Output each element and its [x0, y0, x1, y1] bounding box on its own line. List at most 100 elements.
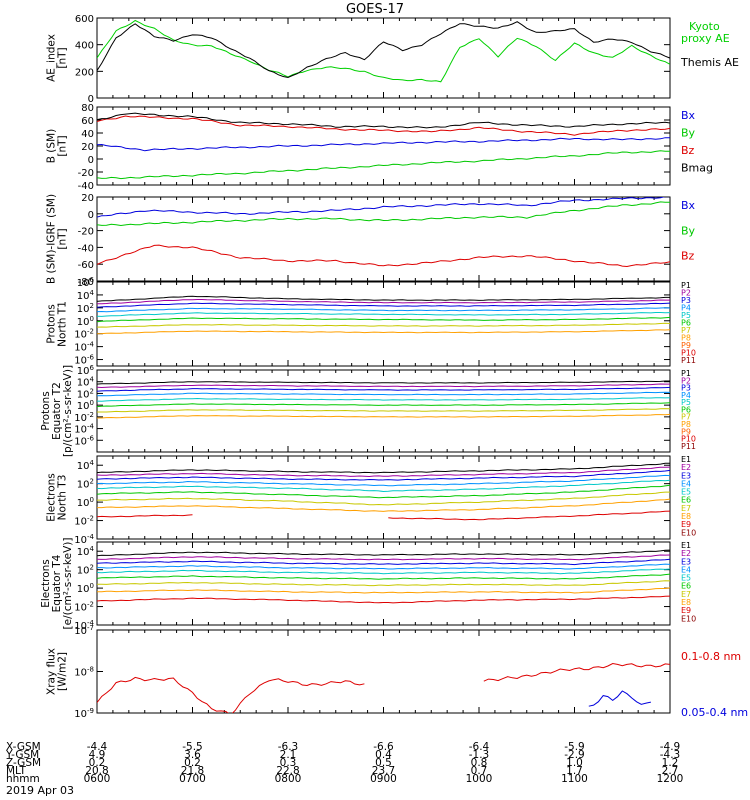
tick-value: 4.9 — [89, 749, 106, 761]
panel-frame — [96, 281, 671, 367]
tick-value: 1.2 — [662, 757, 679, 769]
panel-plot-area — [97, 19, 670, 83]
y-tick-label: 106 — [77, 276, 95, 289]
panel-plot-area — [97, 549, 670, 604]
legend-label: P5 — [681, 398, 691, 407]
series-line-e1 — [97, 549, 670, 557]
y-tick-label: 104 — [77, 545, 95, 558]
legend-label: E7 — [681, 590, 691, 599]
panel-3: -80 -60 -40 -20 0 20 B (SM)-IGRF (SM)[nT] Bx By B… — [46, 193, 696, 288]
legend-label: P2 — [681, 376, 691, 385]
legend-label: P10 — [681, 348, 696, 357]
legend-label: P10 — [681, 435, 696, 444]
legend-label: E2 — [681, 463, 691, 472]
y-tick-label: -40 — [78, 181, 94, 192]
panel-plot-area — [97, 112, 670, 180]
y-tick-label: 0 — [88, 210, 94, 221]
y-tick-label: -20 — [78, 168, 94, 179]
tick-value: -4.3 — [660, 749, 681, 761]
tick-value: 3.6 — [184, 749, 201, 761]
legend-label: Kyoto — [689, 20, 720, 33]
y-tick-label: 100 — [77, 582, 94, 595]
y-tick-label: 102 — [77, 387, 94, 400]
series-line-e6 — [97, 573, 670, 580]
y-tick-label: 10-7 — [74, 624, 94, 637]
panel-plot-area — [97, 197, 670, 268]
tick-value: -2.9 — [564, 749, 585, 761]
legend-label: E8 — [681, 512, 691, 521]
series-line-p2 — [97, 383, 670, 389]
legend-label: proxy AE — [681, 32, 730, 45]
legend-label: P6 — [681, 405, 691, 414]
legend-label: P3 — [681, 384, 691, 393]
legend-label: P11 — [681, 356, 696, 365]
y-tick-label: 10-2 — [74, 328, 94, 341]
row-label: MLT — [6, 765, 26, 777]
y-axis-label: AE_index[nT] — [46, 34, 69, 82]
series-line-e2 — [97, 554, 670, 561]
series-line-bz — [97, 115, 670, 136]
tick-value: 0.3 — [280, 757, 297, 769]
series-line-bx — [97, 137, 670, 152]
y-tick-label: 0 — [88, 94, 94, 105]
legend-label: Bz — [681, 144, 695, 157]
tick-value: 0.2 — [89, 757, 106, 769]
series-line-bmag — [97, 112, 670, 129]
panel-plot-area — [97, 462, 670, 521]
y-axis-label: Xray flux[W/m2] — [46, 648, 69, 695]
y-axis-label: ElectronsNorth T3 — [46, 473, 69, 522]
series-line-0-1-0-8-nm — [97, 662, 670, 713]
panel-plot-area — [97, 380, 670, 419]
series-line-e5 — [97, 568, 670, 575]
legend-label: By — [681, 224, 696, 237]
series-line-themis-ae — [97, 21, 670, 79]
y-tick-label: 10-4 — [74, 423, 94, 436]
y-tick-label: 80 — [81, 103, 94, 114]
series-line-p2 — [97, 299, 670, 305]
tick-value: 23.7 — [372, 765, 395, 777]
legend-label: P8 — [681, 333, 691, 342]
tick-value: 0.4 — [375, 749, 392, 761]
tick-value: 0600 — [84, 773, 111, 785]
series-line-p6 — [97, 316, 670, 323]
tick-value: -6.3 — [278, 741, 299, 753]
series-line-e1 — [97, 462, 670, 474]
legend-label: P8 — [681, 420, 691, 429]
plot-title: GOES-17 — [346, 2, 404, 17]
legend-label: E3 — [681, 557, 691, 566]
y-tick-label: 100 — [77, 315, 94, 328]
legend-label: P7 — [681, 326, 691, 335]
tick-value: 2.7 — [662, 765, 679, 777]
tick-value: 0900 — [370, 773, 397, 785]
legend-label: E6 — [681, 582, 691, 591]
series-line-e7 — [97, 491, 670, 506]
legend-label: P3 — [681, 296, 691, 305]
legend-label: P4 — [681, 391, 691, 400]
y-axis-label: B (SM)[nT] — [46, 129, 69, 163]
y-tick-label: 10-4 — [74, 533, 94, 546]
y-tick-label: 200 — [75, 67, 94, 78]
y-tick-label: 10-4 — [74, 619, 94, 632]
y-tick-label: 400 — [75, 41, 94, 52]
y-tick-label: 102 — [77, 564, 94, 577]
tick-value: 22.8 — [276, 765, 299, 777]
panel-2: -40 -20 0 20 40 60 80 B (SM)[nT] Bx By Bz Bmag — [46, 103, 714, 192]
legend-label: E9 — [681, 520, 691, 529]
series-line-e4 — [97, 474, 670, 487]
y-axis-label: ElectronsEquator T4[e/(cm²-s-sr-keV)] — [40, 538, 74, 630]
tick-value: 1200 — [657, 773, 684, 785]
y-tick-label: 600 — [75, 14, 94, 25]
legend-label: E1 — [681, 541, 691, 550]
legend-label: E5 — [681, 574, 691, 583]
y-tick-label: 10-2 — [74, 515, 94, 528]
legend-label: P5 — [681, 311, 691, 320]
series-line-p7 — [97, 408, 670, 413]
tick-value: 0.5 — [375, 757, 392, 769]
legend-label: E5 — [681, 488, 691, 497]
y-axis-label: B (SM)-IGRF (SM)[nT] — [46, 194, 69, 284]
y-axis-label: ProtonsNorth T1 — [46, 301, 69, 347]
